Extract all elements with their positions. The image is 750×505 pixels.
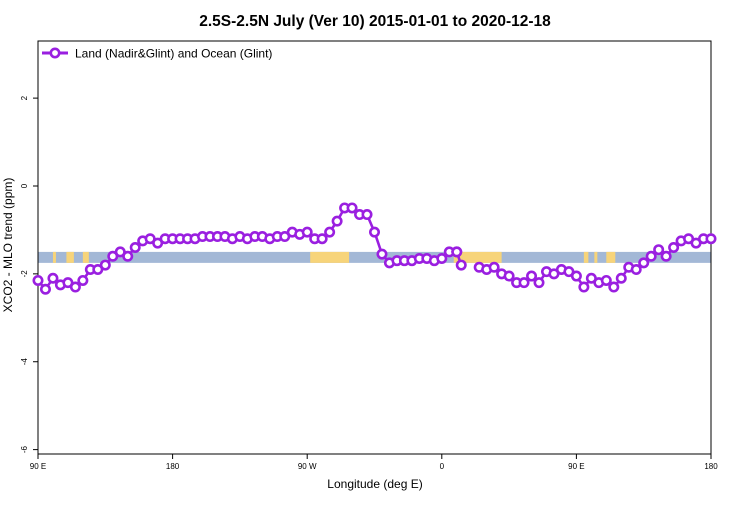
series-line bbox=[37, 206, 457, 291]
y-tick-label: -6 bbox=[20, 446, 29, 454]
data-point bbox=[301, 226, 313, 238]
data-point bbox=[660, 250, 672, 262]
legend-marker-swatch bbox=[49, 47, 61, 59]
data-point bbox=[129, 242, 141, 254]
data-point bbox=[122, 250, 134, 262]
y-tick-label: 0 bbox=[20, 183, 29, 188]
data-point bbox=[615, 272, 627, 284]
data-point bbox=[451, 246, 463, 258]
data-point bbox=[346, 202, 358, 214]
y-axis-label: XCO2 - MLO trend (ppm) bbox=[1, 178, 15, 313]
data-point bbox=[331, 215, 343, 227]
plot-frame bbox=[37, 40, 712, 455]
data-point bbox=[518, 277, 530, 289]
land-band-segment bbox=[606, 251, 616, 263]
data-point bbox=[69, 281, 81, 293]
x-tick-label: 0 bbox=[440, 462, 445, 471]
x-tick-label: 180 bbox=[704, 462, 718, 471]
data-point bbox=[533, 277, 545, 289]
land-band-segment bbox=[594, 251, 598, 263]
ocean-band bbox=[38, 251, 711, 263]
chart-title: 2.5S-2.5N July (Ver 10) 2015-01-01 to 20… bbox=[199, 13, 551, 30]
data-point bbox=[653, 244, 665, 256]
plot-area: 90 E 180 90 W 0 90 E 180 2 0 -2 -4 -6 bbox=[20, 40, 718, 471]
data-point bbox=[630, 263, 642, 275]
land-band-segment bbox=[583, 251, 589, 263]
data-point bbox=[668, 242, 680, 254]
land-band-segment bbox=[66, 251, 74, 263]
land-band-segment bbox=[82, 251, 89, 263]
x-tick-label: 90 E bbox=[568, 462, 584, 471]
data-point bbox=[436, 252, 448, 264]
y-tick-label: 2 bbox=[20, 95, 29, 100]
data-point bbox=[376, 248, 388, 260]
data-point bbox=[578, 281, 590, 293]
y-tick-label: -4 bbox=[20, 358, 29, 366]
x-tick-label: 180 bbox=[166, 462, 180, 471]
data-point bbox=[526, 270, 538, 282]
data-point bbox=[47, 272, 59, 284]
x-tick-label: 90 W bbox=[298, 462, 317, 471]
y-tick-label: -2 bbox=[20, 270, 29, 278]
x-axis-label: Longitude (deg E) bbox=[327, 477, 422, 491]
data-point bbox=[32, 274, 44, 286]
data-point bbox=[600, 274, 612, 286]
data-point bbox=[455, 259, 467, 271]
data-point bbox=[324, 226, 336, 238]
legend-label: Land (Nadir&Glint) and Ocean (Glint) bbox=[75, 47, 272, 61]
data-point bbox=[570, 270, 582, 282]
land-band-segment bbox=[52, 251, 56, 263]
data-point bbox=[77, 274, 89, 286]
data-point bbox=[316, 233, 328, 245]
data-point bbox=[488, 261, 500, 273]
data-point bbox=[638, 257, 650, 269]
data-point bbox=[39, 283, 51, 295]
data-point bbox=[608, 281, 620, 293]
data-point bbox=[645, 250, 657, 262]
land-band-segment bbox=[310, 251, 350, 263]
data-point bbox=[368, 226, 380, 238]
legend: Land (Nadir&Glint) and Ocean (Glint) bbox=[42, 47, 272, 61]
data-point bbox=[99, 259, 111, 271]
data-point bbox=[503, 270, 515, 282]
land-band-segment bbox=[453, 251, 502, 263]
x-tick-label: 90 E bbox=[30, 462, 46, 471]
data-point bbox=[705, 233, 717, 245]
data-point bbox=[361, 209, 373, 221]
